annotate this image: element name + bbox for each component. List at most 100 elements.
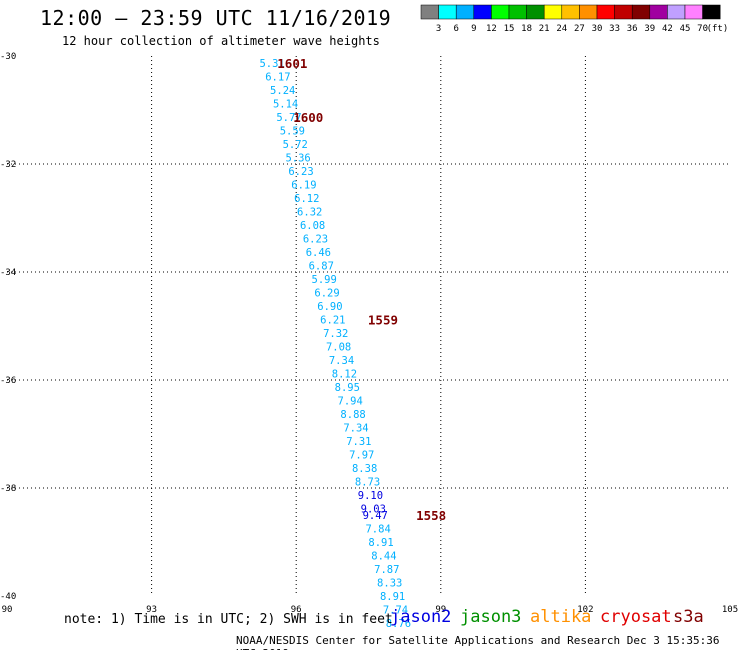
colorbar-swatch [438,4,457,20]
chart-subtitle: 12 hour collection of altimeter wave hei… [62,34,380,48]
colorbar-label: 45 [680,24,691,34]
x-tick-label: 99 [435,605,446,615]
swh-data-label: 6.32 [297,207,322,219]
colorbar-label: 15 [504,24,515,34]
swh-data-label: 8.88 [340,409,365,421]
colorbar-swatch [649,4,668,20]
colorbar-swatch [631,4,651,20]
swh-data-label: 7.31 [346,436,371,448]
colorbar-swatch [667,4,686,20]
colorbar-swatch [614,4,633,20]
swh-data-label: 6.23 [303,234,328,246]
legend-jason2: jason2 [390,607,452,627]
swh-data-label: 7.97 [349,450,374,462]
swh-data-label: 9.10 [358,490,383,502]
colorbar-label: 33 [609,24,620,34]
swh-data-label: 6.23 [288,166,313,178]
swh-data-label: 8.95 [335,382,360,394]
swh-data-label: 5.14 [273,99,298,111]
colorbar-swatch [455,4,475,20]
colorbar-swatch [526,4,545,20]
legend-altika: altika [530,607,592,627]
swh-data-label: 6.90 [317,301,342,313]
x-tick-label: 105 [722,605,738,615]
colorbar-swatch [702,4,721,20]
colorbar-label: 18 [521,24,532,34]
swh-data-label: 7.32 [323,328,348,340]
colorbar-swatch [561,4,580,20]
y-tick-label: -30 [0,52,16,62]
y-tick-label: -36 [0,376,16,386]
colorbar-label: 9 [471,24,476,34]
swh-data-label: 7.74 [383,605,408,617]
swh-data-label: 8.33 [377,578,402,590]
swh-data-label: 5.31 [259,58,284,70]
colorbar-unit: (ft) [707,24,729,34]
swh-data-label: 6.21 [320,315,345,327]
swh-data-label: 7.84 [365,524,390,536]
pass-number-label: 1558 [416,508,446,523]
colorbar-swatch [684,4,703,20]
colorbar-label: 3 [436,24,441,34]
swh-data-label: 7.34 [343,423,368,435]
pass-number-label: 1601 [277,56,307,71]
colorbar-label: 70 [697,24,708,34]
legend-cryosat: cryosat [600,607,672,627]
chart-title: 12:00 – 23:59 UTC 11/16/2019 [40,6,392,30]
swh-data-label: 5.77 [276,112,301,124]
swh-data-label: 6.08 [300,220,325,232]
swh-data-label: 5.24 [270,85,295,97]
footer-credit: NOAA/NESDIS Center for Satellite Applica… [236,634,720,650]
colorbar-label: 6 [453,24,458,34]
note-text: note: 1) Time is in UTC; 2) SWH is in fe… [64,612,393,627]
legend-jason3: jason3 [460,607,522,627]
x-tick-label: 93 [146,605,157,615]
colorbar-swatch [579,4,598,20]
swh-data-label: 7.08 [326,342,351,354]
swh-data-label: 6.17 [265,72,290,84]
swh-data-label: 6.29 [314,288,339,300]
swh-data-label: 5.99 [312,274,337,286]
swh-data-label: 8.91 [380,591,405,603]
colorbar-label: 30 [592,24,603,34]
y-tick-label: -32 [0,160,16,170]
pass-number-label: 1559 [368,313,398,328]
y-tick-label: -40 [0,592,16,602]
x-tick-label: 90 [2,605,13,615]
swh-data-label: 5.36 [285,153,310,165]
swh-data-label: 8.91 [368,537,393,549]
swh-data-label: 7.34 [329,355,354,367]
swh-data-label: 9.03 [361,504,386,516]
colorbar-label: 42 [662,24,673,34]
swh-data-label: 6.19 [291,180,316,192]
x-tick-label: 102 [577,605,593,615]
swh-data-label: 9.47 [363,510,388,522]
swh-data-label: 8.73 [355,477,380,489]
colorbar-swatch [491,4,510,20]
colorbar-label: 24 [556,24,567,34]
swh-data-label: 8.12 [332,369,357,381]
colorbar-swatch [508,4,527,20]
legend-s3a: s3a [673,607,704,627]
swh-data-label: 6.46 [306,247,331,259]
y-tick-label: -34 [0,268,16,278]
colorbar-swatch [420,4,439,20]
x-tick-label: 96 [291,605,302,615]
swh-data-label: 6.12 [294,193,319,205]
colorbar-label: 36 [627,24,638,34]
swh-data-label: 6.87 [309,261,334,273]
swh-data-label: 8.76 [386,618,411,630]
swh-data-label: 7.87 [374,564,399,576]
swh-data-label: 5.59 [280,126,305,138]
swh-data-label: 5.72 [283,139,308,151]
colorbar-swatch [596,4,615,20]
colorbar-label: 27 [574,24,585,34]
swh-data-label: 8.44 [371,551,396,563]
swh-data-label: 8.38 [352,463,377,475]
colorbar-swatch [543,4,563,20]
colorbar-label: 12 [486,24,497,34]
swh-data-label: 7.94 [338,396,363,408]
colorbar-label: 39 [644,24,655,34]
